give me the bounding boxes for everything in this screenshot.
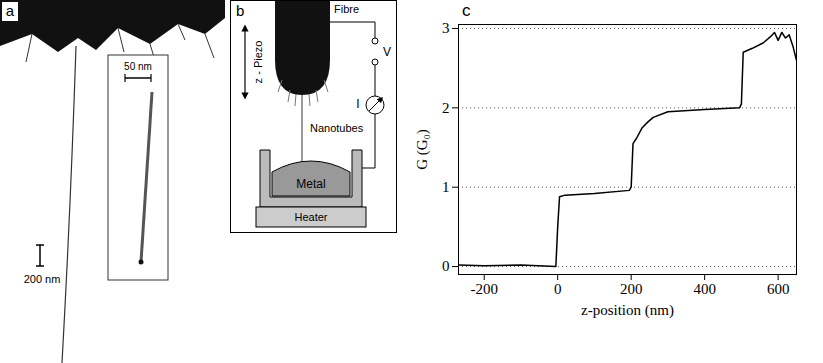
svg-text:200: 200 bbox=[620, 281, 643, 297]
svg-text:3: 3 bbox=[442, 20, 450, 36]
svg-text:600: 600 bbox=[767, 281, 790, 297]
svg-text:z - Piezo: z - Piezo bbox=[252, 41, 264, 84]
svg-text:50 nm: 50 nm bbox=[124, 61, 152, 72]
svg-text:-200: -200 bbox=[470, 281, 498, 297]
svg-text:1: 1 bbox=[442, 179, 450, 195]
svg-text:0: 0 bbox=[554, 281, 562, 297]
svg-text:V: V bbox=[383, 45, 391, 59]
svg-text:Metal: Metal bbox=[296, 177, 325, 191]
svg-text:b: b bbox=[236, 2, 244, 19]
svg-text:G (G₀): G (G₀) bbox=[414, 129, 431, 170]
svg-text:400: 400 bbox=[693, 281, 716, 297]
svg-text:a: a bbox=[6, 2, 15, 19]
svg-text:Fibre: Fibre bbox=[334, 3, 359, 15]
html-text:c: c bbox=[462, 1, 471, 20]
svg-text:Nanotubes: Nanotubes bbox=[310, 122, 364, 134]
svg-text:Heater: Heater bbox=[294, 211, 327, 223]
svg-text:z-position (nm): z-position (nm) bbox=[581, 302, 674, 319]
svg-text:0: 0 bbox=[442, 258, 450, 274]
svg-text:I: I bbox=[356, 97, 359, 111]
svg-text:2: 2 bbox=[442, 100, 450, 116]
svg-text:200 nm: 200 nm bbox=[24, 273, 61, 285]
